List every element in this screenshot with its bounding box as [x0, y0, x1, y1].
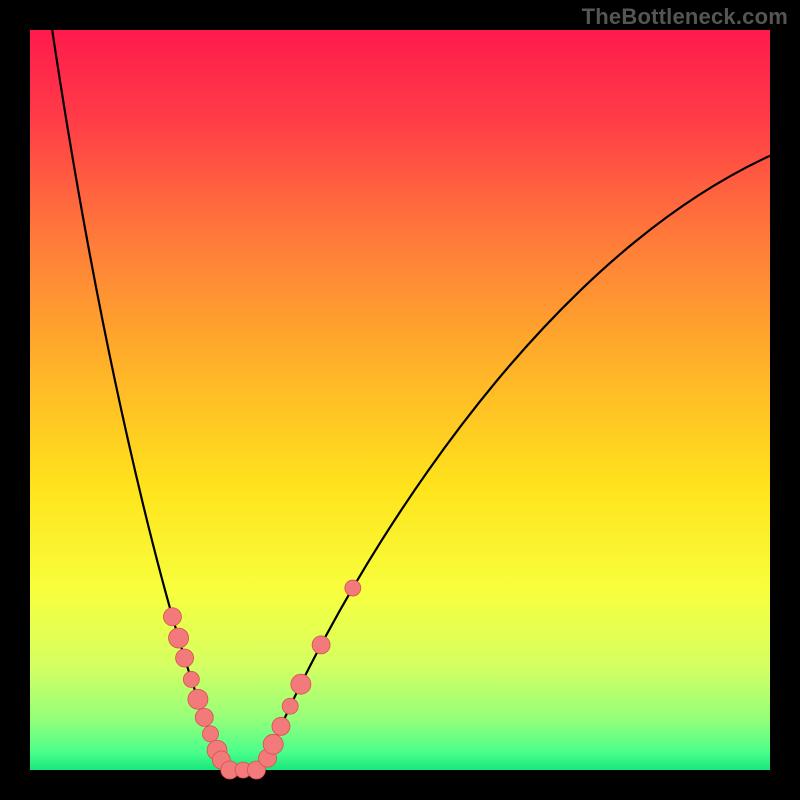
- watermark-text: TheBottleneck.com: [582, 4, 788, 30]
- plot-background: [30, 30, 770, 770]
- bottleneck-chart: [0, 0, 800, 800]
- data-marker: [176, 649, 194, 667]
- data-marker: [291, 674, 311, 694]
- data-marker: [345, 580, 361, 596]
- data-marker: [163, 608, 181, 626]
- data-marker: [183, 671, 199, 687]
- data-marker: [169, 628, 189, 648]
- data-marker: [202, 726, 218, 742]
- data-marker: [195, 708, 213, 726]
- data-marker: [282, 698, 298, 714]
- data-marker: [263, 734, 283, 754]
- data-marker: [272, 717, 290, 735]
- data-marker: [312, 636, 330, 654]
- data-marker: [188, 689, 208, 709]
- chart-container: TheBottleneck.com: [0, 0, 800, 800]
